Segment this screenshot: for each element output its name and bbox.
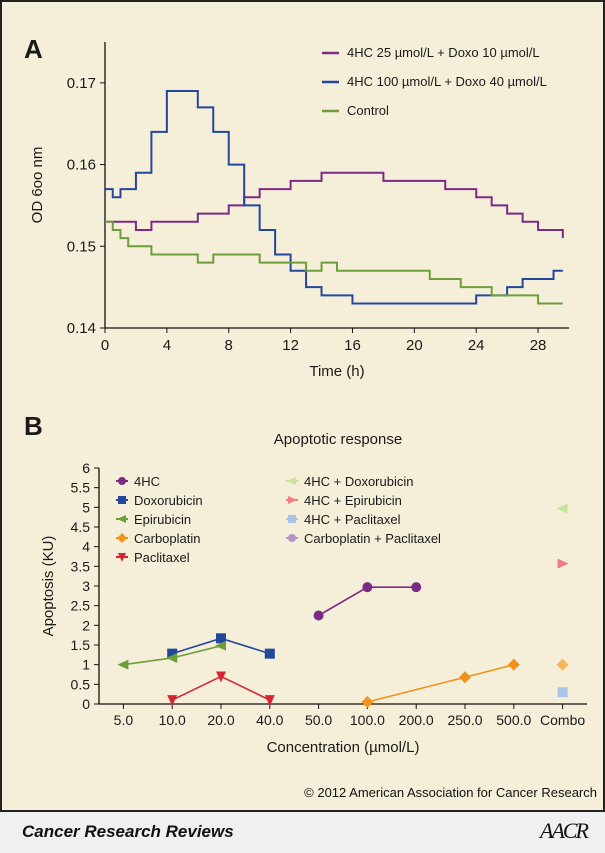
panel-a-legend-label-1: 4HC 100 µmol/L + Doxo 40 µmol/L xyxy=(347,74,547,89)
panel-b-point-1-0 xyxy=(167,648,178,659)
panel-b-x-tick-label: 40.0 xyxy=(256,712,283,728)
panel-a-x-tick-label: 8 xyxy=(225,337,233,354)
panel-b-x-axis-label: Concentration (µmol/L) xyxy=(267,739,420,756)
panel-a-x-tick-label: 24 xyxy=(468,337,485,354)
panel-b-y-tick-label: 3.5 xyxy=(71,558,91,574)
panel-b-point-2-1 xyxy=(166,652,178,663)
panel-b-point-0-2 xyxy=(411,582,422,593)
panel-b-legend-label-4: Paclitaxel xyxy=(134,550,190,565)
panel-b-legend-label-3: Carboplatin xyxy=(134,531,201,546)
panel-b-y-tick-label: 6 xyxy=(82,460,90,476)
panel-b-point-4-2 xyxy=(264,695,275,707)
panel-b-legend-label-1: Doxorubicin xyxy=(134,493,203,508)
panel-b-x-tick-label: 5.0 xyxy=(114,712,134,728)
panel-b-y-axis-label: Apoptosis (KU) xyxy=(40,536,57,637)
panel-b-legend-label-7: 4HC + Paclitaxel xyxy=(304,512,401,527)
panel-b-point-3-1 xyxy=(459,671,471,684)
panel-b-point-0-0 xyxy=(313,610,324,621)
panel-b-series-line-3 xyxy=(367,663,514,703)
panel-b-x-tick-label: Combo xyxy=(540,712,585,728)
panel-a-x-tick-label: 4 xyxy=(163,337,171,354)
panel-a-legend-label-0: 4HC 25 µmol/L + Doxo 10 µmol/L xyxy=(347,45,540,60)
footer-bar: Cancer Research Reviews AACR xyxy=(0,810,605,853)
panel-a-y-tick-label: 0.15 xyxy=(67,238,96,255)
panel-b-point-7-0 xyxy=(557,687,568,698)
panel-b-x-tick-label: 250.0 xyxy=(447,712,482,728)
panel-b-y-tick-label: 2 xyxy=(82,617,90,633)
panel-b-point-1-1 xyxy=(216,633,226,644)
panel-b-x-tick-label: 10.0 xyxy=(159,712,186,728)
panel-b-point-5-0 xyxy=(556,503,568,514)
panel-b-legend-label-5: 4HC + Doxorubicin xyxy=(304,474,413,489)
panel-b-y-tick-label: 4.5 xyxy=(71,519,91,535)
panel-a-x-tick-label: 20 xyxy=(406,337,423,354)
panel-b-y-tick-label: 1 xyxy=(82,657,90,673)
panel-b-point-2-0 xyxy=(117,659,129,670)
panel-b-x-tick-label: 500.0 xyxy=(496,712,531,728)
panel-b-legend-marker-2 xyxy=(117,515,126,523)
panel-a-legend-label-2: Control xyxy=(347,103,389,118)
panel-b-x-tick-label: 20.0 xyxy=(207,712,234,728)
panel-a-y-axis-label: OD 6oo nm xyxy=(29,147,46,224)
panel-a-series-line-1 xyxy=(105,90,563,305)
panel-b-y-tick-label: 0.5 xyxy=(71,676,91,692)
panel-b-label: B xyxy=(24,411,43,441)
panel-b-x-tick-label: 100.0 xyxy=(350,712,385,728)
panel-b-point-6-0 xyxy=(557,558,569,569)
panel-b-point-2-2 xyxy=(215,640,226,651)
copyright-notice: © 2012 American Association for Cancer R… xyxy=(304,785,597,800)
panel-b-y-tick-label: 5.5 xyxy=(71,480,91,496)
panel-b-x-tick-label: 50.0 xyxy=(305,712,332,728)
panel-b-legend-label-2: Epirubicin xyxy=(134,512,191,527)
panel-b-point-1-2 xyxy=(264,648,275,659)
panel-b-legend-marker-8 xyxy=(288,534,296,542)
panel-a-x-tick-label: 28 xyxy=(530,337,547,354)
panel-a-y-tick-label: 0.17 xyxy=(67,75,96,92)
panel-b-y-tick-label: 0 xyxy=(82,696,90,712)
panel-a-x-tick-label: 16 xyxy=(344,337,361,354)
panel-b-point-3-2 xyxy=(507,658,520,671)
panel-b-legend-label-0: 4HC xyxy=(134,474,160,489)
panel-a-y-tick-label: 0.16 xyxy=(67,157,96,174)
panel-b-y-tick-label: 3 xyxy=(82,578,90,594)
panel-a-label: A xyxy=(24,34,43,64)
panel-b-legend-marker-5 xyxy=(287,477,296,485)
panel-b-legend-label-8: Carboplatin + Paclitaxel xyxy=(304,531,441,546)
panel-b-legend-marker-7 xyxy=(288,515,296,523)
panel-a-x-axis-label: Time (h) xyxy=(309,363,364,380)
panel-a-x-tick-label: 0 xyxy=(101,337,109,354)
panel-b-y-tick-label: 1.5 xyxy=(71,637,91,653)
journal-name: Cancer Research Reviews xyxy=(22,822,234,841)
panel-b-point-0-1 xyxy=(362,582,373,593)
panel-b-y-tick-label: 4 xyxy=(82,539,90,555)
panel-b-legend-label-6: 4HC + Epirubicin xyxy=(304,493,402,508)
panel-b-legend-marker-1 xyxy=(118,496,126,504)
panel-b-y-tick-label: 5 xyxy=(82,499,90,515)
panel-b-point-4-0 xyxy=(167,695,178,707)
panel-a-x-tick-label: 12 xyxy=(282,337,299,354)
panel-b-point-4-1 xyxy=(216,671,226,683)
panel-b-legend-marker-4 xyxy=(118,553,126,562)
panel-b-y-tick-label: 2.5 xyxy=(71,598,91,614)
panel-b-legend-marker-0 xyxy=(118,477,126,485)
panel-a-series-line-0 xyxy=(105,171,564,239)
panel-b-x-tick-label: 200.0 xyxy=(399,712,434,728)
panel-b-legend-marker-6 xyxy=(288,496,297,504)
panel-a-series-line-2 xyxy=(105,220,563,305)
aacr-logo: AACR xyxy=(540,818,589,843)
panel-a-y-tick-label: 0.14 xyxy=(67,320,96,337)
panel-b-point-3-0 xyxy=(361,696,374,709)
panel-b-title: Apoptotic response xyxy=(274,431,402,448)
panel-b-point-9-0 xyxy=(556,658,569,671)
panel-b-legend-marker-3 xyxy=(117,533,127,543)
